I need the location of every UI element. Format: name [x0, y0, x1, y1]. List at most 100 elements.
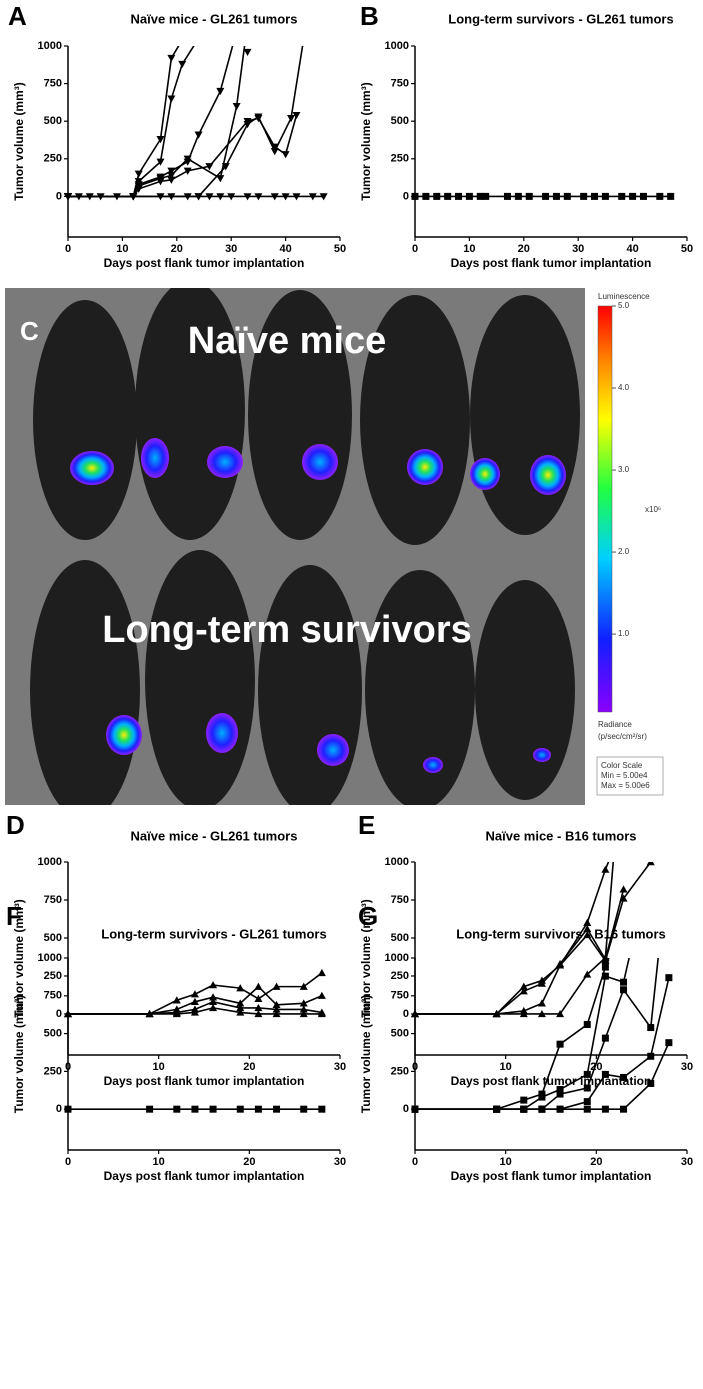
y-tick-label: 750 [391, 78, 409, 90]
data-point [299, 1009, 308, 1018]
data-point [64, 193, 72, 201]
data-point [601, 865, 610, 873]
x-tick-label: 40 [626, 243, 638, 255]
data-point [601, 972, 609, 980]
data-point [455, 192, 463, 200]
data-point [216, 193, 225, 201]
data-point [281, 193, 290, 201]
chart-panel: A Naïve mice - GL261 tumors02505007501000… [8, 1, 346, 270]
data-point [243, 193, 252, 201]
data-point [647, 1052, 655, 1060]
y-tick-label: 0 [403, 1008, 409, 1020]
data-point [272, 1000, 281, 1009]
data-point [299, 982, 308, 990]
data-point [194, 193, 203, 201]
y-tick-label: 0 [403, 1103, 409, 1115]
data-point [74, 193, 83, 201]
data-point [195, 35, 203, 42]
data-point [542, 192, 550, 200]
data-point [519, 987, 528, 995]
panel-letter: G [358, 901, 378, 931]
y-tick-label: 0 [403, 190, 409, 202]
data-point [183, 193, 192, 201]
data-point [583, 1021, 591, 1029]
data-point [647, 1024, 655, 1032]
data-point [303, 13, 311, 20]
chart-title: Naïve mice - GL261 tumors [131, 828, 298, 843]
data-point [287, 114, 296, 123]
x-axis-label: Days post flank tumor implantation [451, 1169, 652, 1183]
data-point [254, 994, 263, 1002]
y-axis-label: Tumor volume (mm³) [359, 899, 373, 1017]
y-tick-label: 250 [391, 153, 409, 165]
data-point [538, 1093, 546, 1101]
y-tick-label: 1000 [385, 856, 409, 868]
y-tick-label: 1000 [38, 952, 62, 964]
color-scale: Luminescence x10⁶ Radiance (p/sec/cm²/sr… [586, 288, 703, 805]
y-axis-label: Tumor volume (mm³) [359, 995, 373, 1113]
data-point [556, 961, 565, 969]
x-tick-label: 20 [243, 1061, 255, 1073]
data-point [552, 192, 560, 200]
x-axis-label: Days post flank tumor implantation [451, 1074, 652, 1088]
data-point [444, 192, 452, 200]
group-label: Long-term survivors [102, 609, 472, 651]
series-line [68, 985, 323, 1015]
data-point [299, 1005, 308, 1013]
data-point [216, 175, 225, 183]
data-point [520, 1105, 528, 1113]
colorbar [597, 305, 613, 713]
y-tick-label: 0 [56, 1008, 62, 1020]
data-point [167, 95, 176, 103]
data-point [610, 843, 618, 850]
y-axis-label: Tumor volume (mm³) [12, 899, 26, 1017]
data-point [503, 192, 511, 200]
data-point [254, 193, 263, 201]
data-point [433, 192, 441, 200]
data-point [519, 982, 528, 990]
colorbar-tick-label: 5.0 [618, 301, 630, 310]
data-point [167, 167, 176, 175]
data-point [221, 163, 230, 171]
series-line [68, 972, 323, 1015]
data-point [134, 185, 143, 193]
data-point [317, 968, 326, 977]
data-point [146, 1105, 154, 1113]
data-point [601, 192, 609, 200]
data-point [254, 113, 263, 121]
data-point [167, 172, 176, 180]
data-point [537, 1009, 546, 1018]
data-point [134, 170, 143, 178]
data-point [129, 193, 138, 201]
data-point [167, 54, 176, 63]
panel-letter: C [20, 316, 39, 346]
colorbar-tick-label: 4.0 [618, 383, 630, 392]
x-tick-label: 30 [681, 1156, 693, 1168]
x-tick-label: 40 [279, 243, 291, 255]
data-point [172, 1009, 181, 1018]
data-point [476, 192, 484, 200]
data-point [272, 1005, 281, 1013]
y-tick-label: 500 [44, 932, 62, 944]
y-tick-label: 750 [391, 894, 409, 906]
data-point [601, 953, 610, 961]
data-point [538, 1105, 546, 1113]
data-point [172, 996, 181, 1004]
data-point [656, 192, 664, 200]
data-point [236, 1105, 244, 1113]
panel-letter: A [8, 1, 27, 31]
data-point [194, 131, 203, 139]
data-point [583, 1070, 591, 1078]
series-line [68, 1007, 322, 1015]
plot-area [411, 192, 675, 200]
data-point [209, 981, 218, 989]
series-line [415, 889, 625, 1015]
data-point [254, 1105, 262, 1113]
chart-panel: F Long-term survivors - GL261 tumors 0 250 5… [6, 901, 346, 1183]
data-point [646, 862, 655, 866]
x-tick-label: 50 [334, 243, 346, 255]
x-tick-label: 30 [681, 1061, 693, 1073]
series-line [415, 977, 670, 1110]
data-point [583, 1084, 591, 1092]
